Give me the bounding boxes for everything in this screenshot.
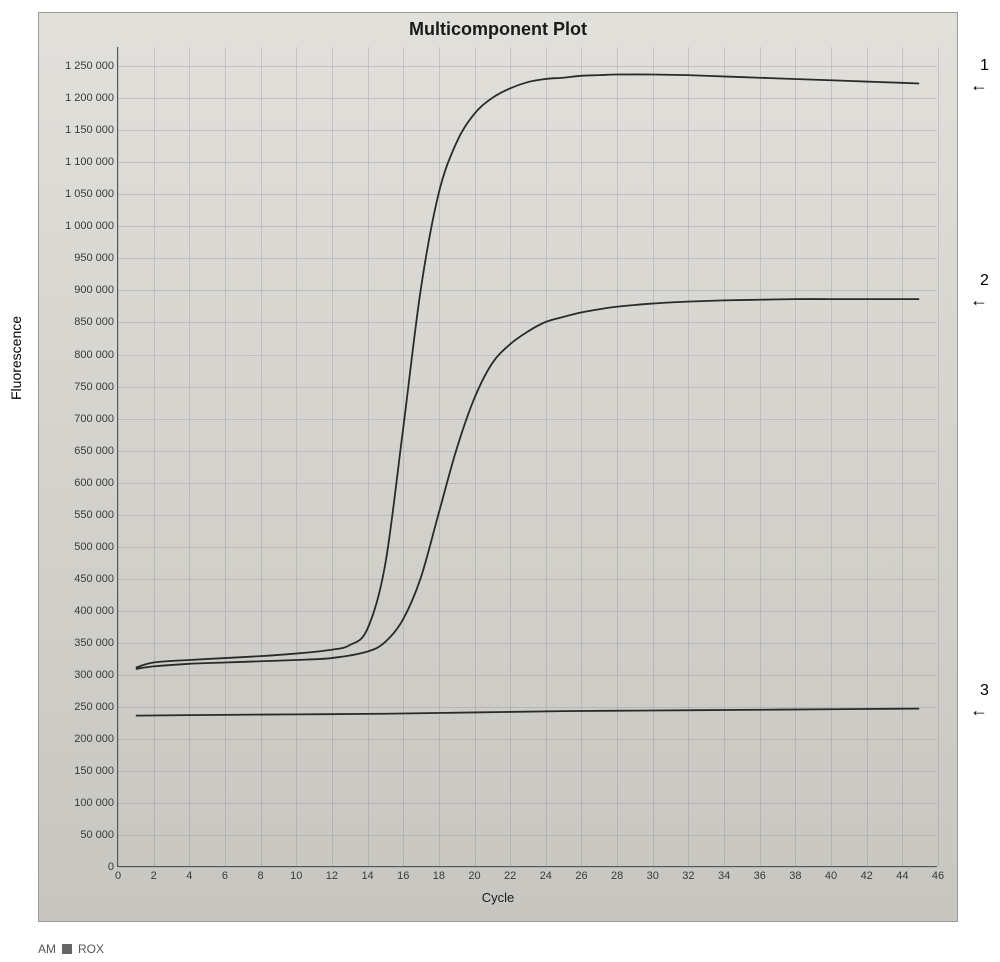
xtick-label: 16	[397, 866, 409, 882]
xtick-label: 36	[754, 866, 766, 882]
plot-area: 050 000100 000150 000200 000250 000300 0…	[117, 47, 937, 867]
ytick-label: 1 150 000	[65, 124, 118, 136]
legend: AM ROX	[38, 942, 104, 956]
ytick-label: 250 000	[74, 701, 118, 713]
ytick-label: 450 000	[74, 573, 118, 585]
ytick-label: 200 000	[74, 733, 118, 745]
curves-svg	[118, 47, 937, 866]
xtick-label: 10	[290, 866, 302, 882]
ytick-label: 1 200 000	[65, 92, 118, 104]
ytick-label: 400 000	[74, 605, 118, 617]
annotation-label: 3	[980, 682, 989, 700]
xtick-label: 0	[115, 866, 121, 882]
x-axis-label: Cycle	[39, 890, 957, 905]
chart-title: Multicomponent Plot	[39, 19, 957, 40]
xtick-label: 24	[540, 866, 552, 882]
ytick-label: 350 000	[74, 637, 118, 649]
ytick-label: 950 000	[74, 252, 118, 264]
ytick-label: 50 000	[80, 829, 118, 841]
ytick-label: 600 000	[74, 477, 118, 489]
annotation-arrow-icon: ←	[970, 700, 988, 721]
ytick-label: 1 050 000	[65, 188, 118, 200]
xtick-label: 20	[468, 866, 480, 882]
hgrid-line	[118, 867, 937, 868]
xtick-label: 4	[186, 866, 192, 882]
annotation-label: 2	[980, 272, 989, 290]
xtick-label: 2	[151, 866, 157, 882]
xtick-label: 14	[361, 866, 373, 882]
ytick-label: 850 000	[74, 316, 118, 328]
xtick-label: 12	[326, 866, 338, 882]
xtick-label: 8	[258, 866, 264, 882]
curve-3	[136, 709, 919, 716]
xtick-label: 40	[825, 866, 837, 882]
ytick-label: 1 250 000	[65, 60, 118, 72]
ytick-label: 800 000	[74, 349, 118, 361]
annotation-label: 1	[980, 57, 989, 75]
annotation-arrow-icon: ←	[970, 290, 988, 311]
xtick-label: 42	[861, 866, 873, 882]
xtick-label: 32	[682, 866, 694, 882]
xtick-label: 44	[896, 866, 908, 882]
legend-item: AM	[38, 942, 56, 956]
ytick-label: 1 100 000	[65, 156, 118, 168]
xtick-label: 18	[433, 866, 445, 882]
ytick-label: 1 000 000	[65, 220, 118, 232]
ytick-label: 100 000	[74, 797, 118, 809]
xtick-label: 26	[575, 866, 587, 882]
xtick-label: 28	[611, 866, 623, 882]
xtick-label: 46	[932, 866, 944, 882]
xtick-label: 38	[789, 866, 801, 882]
ytick-label: 700 000	[74, 413, 118, 425]
y-axis-label: Fluorescence	[8, 316, 24, 400]
ytick-label: 150 000	[74, 765, 118, 777]
ytick-label: 900 000	[74, 284, 118, 296]
xtick-label: 6	[222, 866, 228, 882]
legend-item: ROX	[78, 942, 104, 956]
ytick-label: 650 000	[74, 445, 118, 457]
chart-container: Multicomponent Plot 050 000100 000150 00…	[38, 12, 958, 922]
ytick-label: 500 000	[74, 541, 118, 553]
curve-2	[136, 299, 919, 669]
xtick-label: 30	[647, 866, 659, 882]
vgrid-line	[938, 47, 939, 866]
curve-1	[136, 74, 919, 667]
annotation-arrow-icon: ←	[970, 75, 988, 96]
xtick-label: 34	[718, 866, 730, 882]
ytick-label: 300 000	[74, 669, 118, 681]
ytick-label: 550 000	[74, 509, 118, 521]
xtick-label: 22	[504, 866, 516, 882]
legend-swatch	[62, 944, 72, 954]
ytick-label: 750 000	[74, 381, 118, 393]
